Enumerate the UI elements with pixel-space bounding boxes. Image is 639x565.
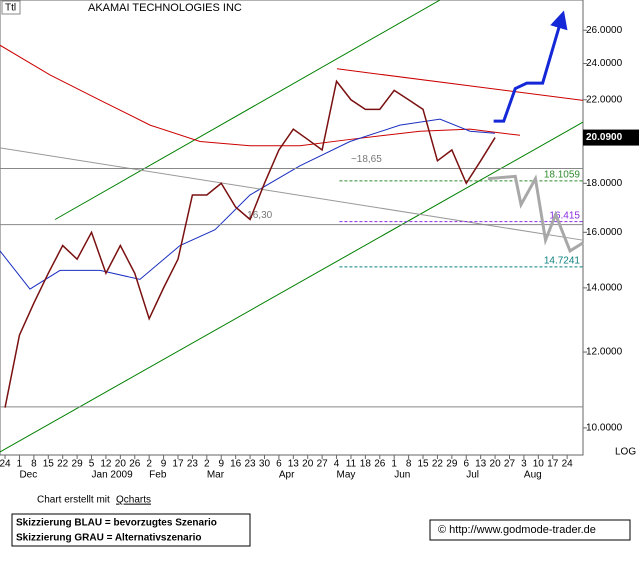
- trend-line: [336, 68, 584, 101]
- level-label: 16.415: [549, 210, 580, 221]
- x-tick-label: 22: [432, 459, 444, 470]
- y-tick-label: 10.0000: [586, 423, 623, 434]
- level-label: 18.1059: [544, 169, 581, 180]
- x-tick-label: 11: [346, 459, 357, 470]
- x-tick-label: 15: [43, 459, 55, 470]
- x-tick-label: 10: [533, 459, 545, 470]
- month-label: Jul: [466, 470, 479, 481]
- month-label: Aug: [524, 470, 542, 481]
- x-tick-label: 18: [360, 459, 372, 470]
- x-tick-label: 26: [129, 459, 141, 470]
- price-line: [4, 79, 496, 408]
- y-tick-label: 26.0000: [586, 25, 623, 36]
- x-tick-label: 2: [146, 459, 152, 470]
- y-tick-label: 14.0000: [586, 283, 623, 294]
- x-tick-label: 22: [57, 459, 69, 470]
- x-tick-label: 8: [31, 459, 37, 470]
- y-tick-label: 18.0000: [586, 178, 623, 189]
- x-tick-label: 9: [161, 459, 167, 470]
- month-label: Jun: [394, 470, 410, 481]
- note: Skizzierung BLAU = bevorzugtes Szenario: [16, 518, 217, 529]
- x-tick-label: 26: [374, 459, 386, 470]
- trend-line: [54, 0, 441, 220]
- x-tick-label: 12: [100, 459, 112, 470]
- y-tick-label: 24.0000: [586, 58, 623, 69]
- x-tick-label: 5: [89, 459, 95, 470]
- chart-title: AKAMAI TECHNOLOGIES INC: [88, 2, 242, 14]
- month-label: May: [337, 470, 356, 481]
- x-tick-label: 17: [547, 459, 559, 470]
- y-tick-label: 16.0000: [586, 227, 623, 238]
- y-tick-label: 12.0000: [586, 347, 623, 358]
- annotation: 16,30: [247, 210, 272, 221]
- x-tick-label: 15: [417, 459, 429, 470]
- month-label: Apr: [279, 470, 295, 481]
- credit-link[interactable]: Qcharts: [116, 495, 151, 506]
- x-tick-label: 20: [302, 459, 314, 470]
- month-label: Feb: [149, 470, 167, 481]
- x-tick-label: 20: [115, 459, 127, 470]
- scenario-line: [493, 10, 568, 123]
- x-tick-label: 3: [521, 459, 527, 470]
- x-tick-label: 1: [391, 459, 397, 470]
- last-price-label: 20.0900: [586, 132, 623, 143]
- x-tick-label: 6: [463, 459, 469, 470]
- x-tick-label: 2: [204, 459, 210, 470]
- scenario-line: [487, 174, 584, 254]
- last-price-box: [583, 129, 639, 146]
- x-tick-label: 29: [446, 459, 458, 470]
- x-tick-label: 23: [245, 459, 257, 470]
- plot-frame: [0, 0, 584, 456]
- x-tick-label: 4: [334, 459, 340, 470]
- symbol: Ttl: [5, 3, 16, 14]
- x-tick-label: 6: [276, 459, 282, 470]
- x-tick-label: 24: [0, 459, 11, 470]
- month-label: Jan 2009: [92, 470, 134, 481]
- x-tick-label: 1: [17, 459, 23, 470]
- x-tick-label: 29: [72, 459, 84, 470]
- x-tick-label: 13: [288, 459, 300, 470]
- x-tick-label: 13: [475, 459, 487, 470]
- x-tick-label: 24: [562, 459, 574, 470]
- x-tick-label: 8: [406, 459, 412, 470]
- trend-line: [0, 44, 521, 147]
- credit: Chart erstellt mit: [37, 495, 110, 506]
- annotation: ~18,65: [351, 154, 382, 165]
- x-tick-label: 30: [259, 459, 271, 470]
- x-tick-label: 17: [172, 459, 184, 470]
- trend-line: [0, 118, 495, 290]
- x-tick-label: 27: [317, 459, 329, 470]
- trend-line: [0, 121, 584, 453]
- scale-label: LOG: [615, 447, 636, 458]
- x-tick-label: 20: [490, 459, 502, 470]
- x-tick-label: 9: [218, 459, 224, 470]
- month-label: Mar: [207, 470, 225, 481]
- x-tick-label: 23: [187, 459, 199, 470]
- level-label: 14.7241: [544, 256, 581, 267]
- x-tick-label: 27: [504, 459, 516, 470]
- x-tick-label: 16: [230, 459, 242, 470]
- source[interactable]: © http://www.godmode-trader.de: [438, 524, 596, 536]
- note: Skizzierung GRAU = Alternativszenario: [16, 533, 202, 544]
- y-tick-label: 22.0000: [586, 94, 623, 105]
- month-label: Dec: [19, 470, 37, 481]
